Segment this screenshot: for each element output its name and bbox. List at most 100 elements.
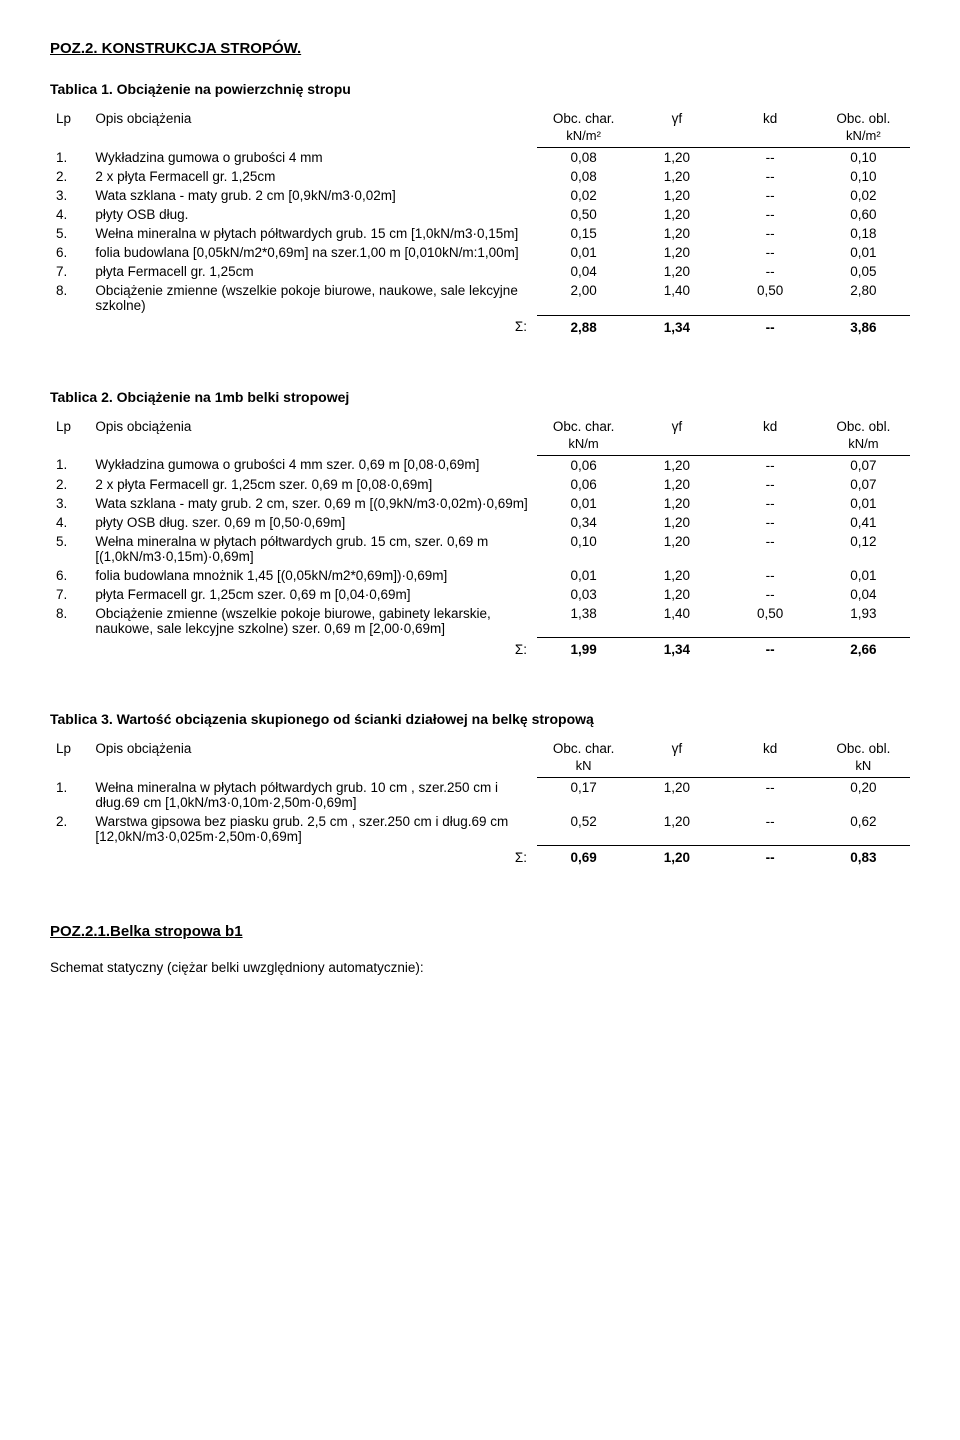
table-row: 2.2 x płyta Fermacell gr. 1,25cm0,081,20… (50, 167, 910, 186)
cell-lp: 1. (50, 778, 89, 812)
unit-char: kN/m² (537, 128, 630, 148)
sigma-char: 0,69 (537, 846, 630, 868)
col-header-lp: Lp (50, 109, 89, 128)
col-header-gamma: γf (630, 109, 723, 128)
sigma-gamma: 1,34 (630, 315, 723, 337)
cell-obl: 0,62 (817, 812, 910, 846)
sigma-obl: 2,66 (817, 638, 910, 660)
cell-gamma: 1,20 (630, 532, 723, 566)
cell-char: 0,50 (537, 205, 630, 224)
table-row: 7.płyta Fermacell gr. 1,25cm szer. 0,69 … (50, 585, 910, 604)
col-header-obl: Obc. obl. (817, 417, 910, 436)
cell-lp: 2. (50, 475, 89, 494)
cell-char: 0,02 (537, 186, 630, 205)
unit-obl: kN/m (817, 436, 910, 456)
cell-gamma: 1,20 (630, 475, 723, 494)
cell-char: 2,00 (537, 281, 630, 315)
cell-lp: 6. (50, 243, 89, 262)
unit-obl: kN (817, 758, 910, 778)
cell-desc: Wata szklana - maty grub. 2 cm, szer. 0,… (89, 494, 537, 513)
cell-char: 0,10 (537, 532, 630, 566)
unit-char: kN/m (537, 436, 630, 456)
table-row: 5.Wełna mineralna w płytach półtwardych … (50, 532, 910, 566)
cell-gamma: 1,20 (630, 262, 723, 281)
cell-kd: -- (723, 532, 816, 566)
cell-obl: 0,01 (817, 243, 910, 262)
cell-kd: -- (723, 778, 816, 812)
cell-lp: 1. (50, 148, 89, 168)
cell-lp: 4. (50, 205, 89, 224)
cell-lp: 4. (50, 513, 89, 532)
cell-gamma: 1,40 (630, 281, 723, 315)
cell-gamma: 1,20 (630, 186, 723, 205)
cell-desc: płyta Fermacell gr. 1,25cm (89, 262, 537, 281)
cell-desc: płyty OSB dług. (89, 205, 537, 224)
cell-kd: -- (723, 205, 816, 224)
cell-desc: Obciążenie zmienne (wszelkie pokoje biur… (89, 604, 537, 638)
cell-char: 1,38 (537, 604, 630, 638)
sigma-char: 2,88 (537, 315, 630, 337)
cell-obl: 0,41 (817, 513, 910, 532)
col-header-kd: kd (723, 417, 816, 436)
cell-obl: 0,07 (817, 455, 910, 475)
cell-lp: 8. (50, 281, 89, 315)
sigma-gamma: 1,20 (630, 846, 723, 868)
cell-lp: 5. (50, 224, 89, 243)
cell-gamma: 1,20 (630, 566, 723, 585)
col-header-obl: Obc. obl. (817, 739, 910, 758)
subsection-title: POZ.2.1.Belka stropowa b1 (50, 923, 910, 940)
cell-kd: -- (723, 513, 816, 532)
cell-char: 0,08 (537, 167, 630, 186)
sigma-kd: -- (723, 846, 816, 868)
col-header-obl: Obc. obl. (817, 109, 910, 128)
cell-kd: -- (723, 812, 816, 846)
table-row: 3.Wata szklana - maty grub. 2 cm [0,9kN/… (50, 186, 910, 205)
sigma-obl: 0,83 (817, 846, 910, 868)
col-header-desc: Opis obciążenia (89, 417, 537, 436)
cell-gamma: 1,20 (630, 205, 723, 224)
cell-obl: 0,60 (817, 205, 910, 224)
cell-obl: 2,80 (817, 281, 910, 315)
cell-lp: 1. (50, 455, 89, 475)
cell-gamma: 1,20 (630, 167, 723, 186)
cell-kd: -- (723, 148, 816, 168)
cell-char: 0,01 (537, 566, 630, 585)
table-row: 7.płyta Fermacell gr. 1,25cm0,041,20--0,… (50, 262, 910, 281)
cell-gamma: 1,20 (630, 243, 723, 262)
table-title: Tablica 2. Obciążenie na 1mb belki strop… (50, 389, 910, 405)
cell-gamma: 1,20 (630, 455, 723, 475)
sigma-row: Σ:0,691,20--0,83 (50, 846, 910, 868)
cell-char: 0,08 (537, 148, 630, 168)
table-row: 1.Wykładzina gumowa o grubości 4 mm0,081… (50, 148, 910, 168)
col-header-kd: kd (723, 739, 816, 758)
section-title: POZ.2. KONSTRUKCJA STROPÓW. (50, 40, 910, 57)
cell-obl: 0,10 (817, 167, 910, 186)
cell-kd: -- (723, 566, 816, 585)
table-row: 8.Obciążenie zmienne (wszelkie pokoje bi… (50, 281, 910, 315)
table-title: Tablica 3. Wartość obciązenia skupionego… (50, 711, 910, 727)
cell-char: 0,34 (537, 513, 630, 532)
cell-gamma: 1,20 (630, 812, 723, 846)
table-row: 4.płyty OSB dług.0,501,20--0,60 (50, 205, 910, 224)
unit-obl: kN/m² (817, 128, 910, 148)
cell-desc: 2 x płyta Fermacell gr. 1,25cm (89, 167, 537, 186)
sigma-row: Σ:2,881,34--3,86 (50, 315, 910, 337)
cell-gamma: 1,40 (630, 604, 723, 638)
cell-kd: -- (723, 455, 816, 475)
sigma-char: 1,99 (537, 638, 630, 660)
cell-gamma: 1,20 (630, 585, 723, 604)
cell-desc: Obciążenie zmienne (wszelkie pokoje biur… (89, 281, 537, 315)
cell-char: 0,17 (537, 778, 630, 812)
col-header-char: Obc. char. (537, 739, 630, 758)
sigma-obl: 3,86 (817, 315, 910, 337)
cell-kd: -- (723, 494, 816, 513)
cell-char: 0,52 (537, 812, 630, 846)
cell-desc: Wykładzina gumowa o grubości 4 mm (89, 148, 537, 168)
col-header-lp: Lp (50, 417, 89, 436)
cell-obl: 0,05 (817, 262, 910, 281)
sigma-row: Σ:1,991,34--2,66 (50, 638, 910, 660)
cell-char: 0,04 (537, 262, 630, 281)
table-title: Tablica 1. Obciążenie na powierzchnię st… (50, 81, 910, 97)
cell-desc: Wełna mineralna w płytach półtwardych gr… (89, 778, 537, 812)
sigma-label: Σ: (89, 846, 537, 868)
